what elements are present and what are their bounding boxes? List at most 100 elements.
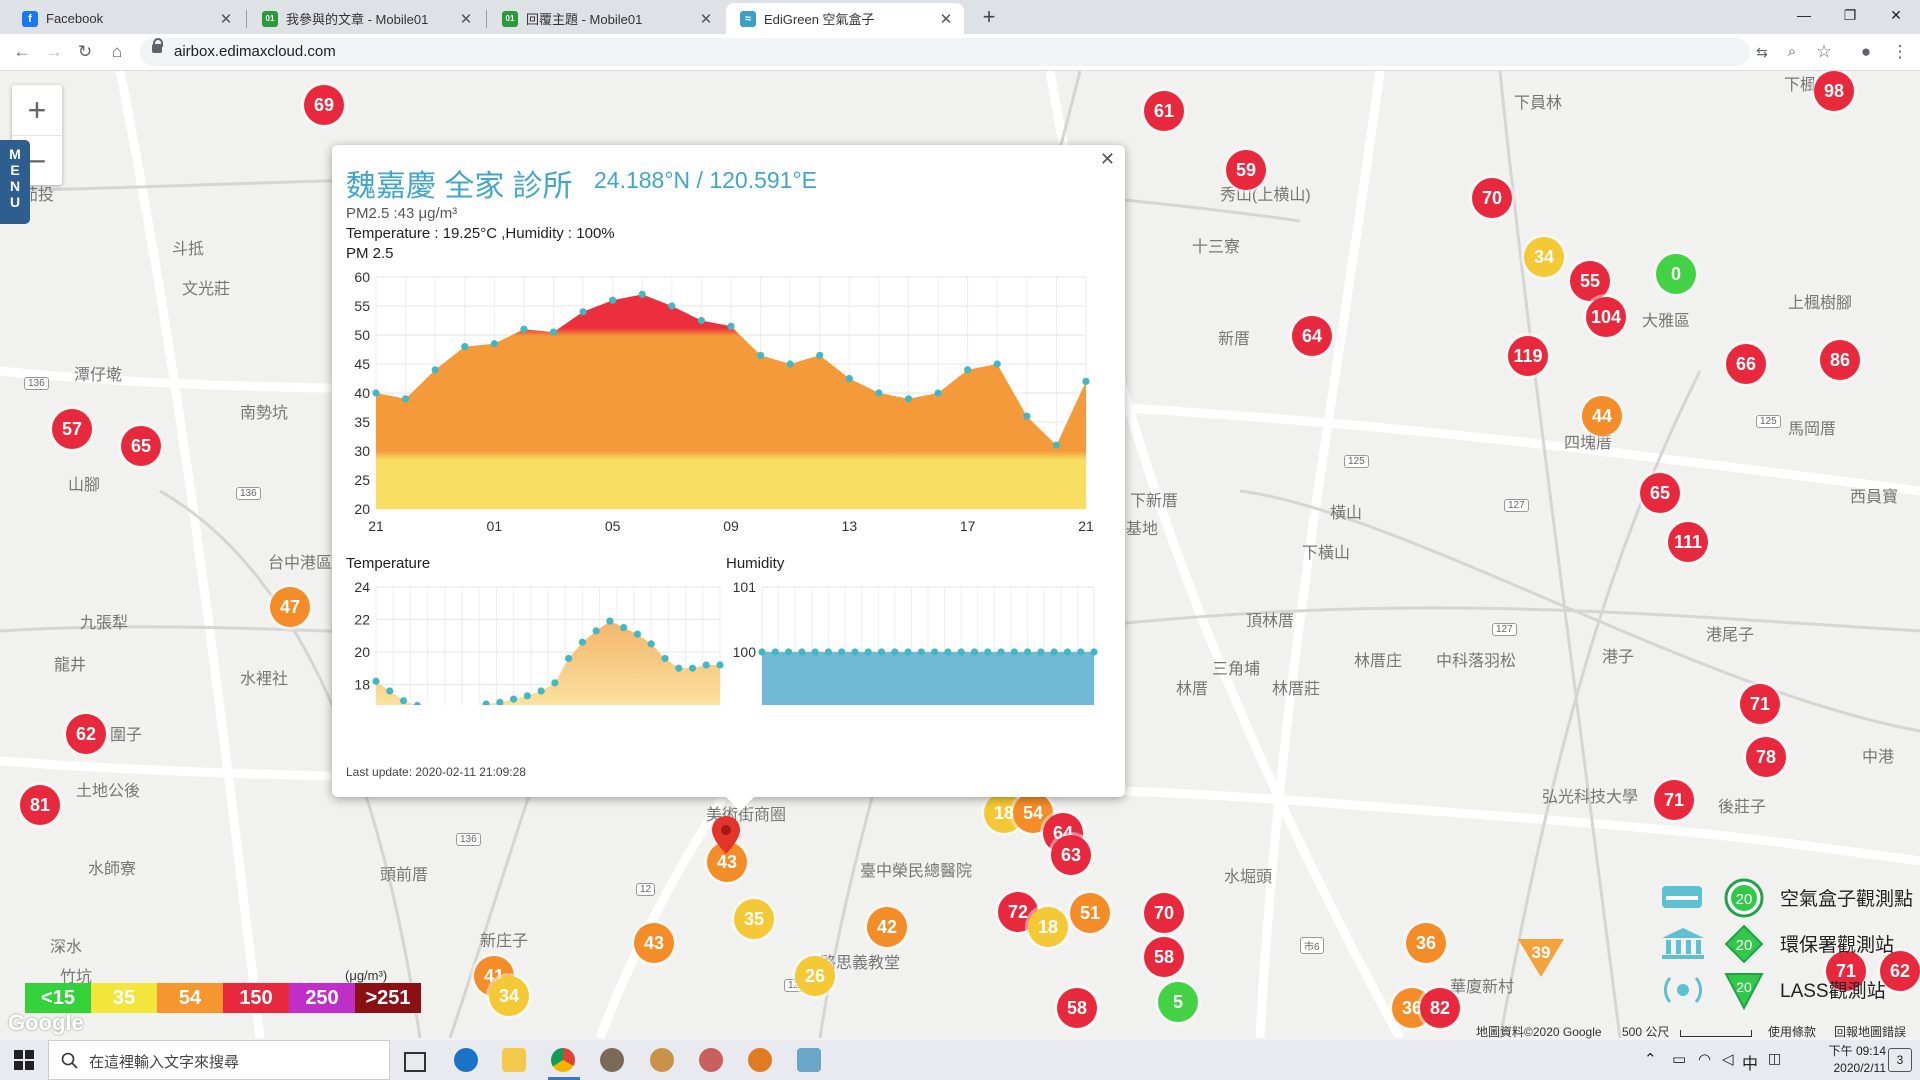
- menu-dots-icon[interactable]: ⋮: [1891, 42, 1909, 61]
- tray-chevron-icon[interactable]: ⌃: [1644, 1051, 1657, 1068]
- tab-facebook[interactable]: f Facebook ✕: [8, 3, 244, 34]
- new-tab-button[interactable]: +: [982, 4, 996, 29]
- air-marker[interactable]: 59: [1226, 150, 1266, 190]
- air-marker[interactable]: 66: [1726, 344, 1766, 384]
- tab-edigreen[interactable]: ≈ EdiGreen 空氣盒子 ✕: [726, 3, 964, 34]
- air-marker[interactable]: 119: [1508, 336, 1548, 376]
- air-marker[interactable]: 82: [1420, 988, 1460, 1028]
- air-marker[interactable]: 71: [1654, 780, 1694, 820]
- air-marker[interactable]: 70: [1144, 893, 1184, 933]
- app-icon[interactable]: [650, 1048, 674, 1072]
- air-marker[interactable]: 69: [304, 85, 344, 125]
- app-icon[interactable]: [600, 1048, 624, 1072]
- air-marker[interactable]: 104: [1586, 297, 1626, 337]
- air-marker[interactable]: 34: [489, 976, 529, 1016]
- air-marker[interactable]: 35: [734, 899, 774, 939]
- wifi-icon[interactable]: ◠: [1698, 1051, 1712, 1068]
- app-icon[interactable]: [699, 1048, 723, 1072]
- air-marker[interactable]: 62: [66, 714, 106, 754]
- air-marker[interactable]: 36: [1406, 923, 1446, 963]
- air-marker[interactable]: 65: [121, 426, 161, 466]
- map-scale: 500 公尺: [1622, 1025, 1670, 1039]
- tab-mobile01-reply[interactable]: 01 回覆主題 - Mobile01 ✕: [488, 3, 724, 34]
- air-marker[interactable]: 42: [867, 907, 907, 947]
- reload-icon[interactable]: ↻: [77, 42, 93, 61]
- air-marker[interactable]: 65: [1640, 473, 1680, 513]
- close-icon[interactable]: ✕: [219, 10, 233, 28]
- data-point: [549, 328, 558, 336]
- air-marker[interactable]: 63: [1051, 835, 1091, 875]
- ime-indicator[interactable]: 中: [1742, 1056, 1759, 1073]
- air-marker[interactable]: 62: [1880, 951, 1920, 991]
- air-marker[interactable]: 71: [1740, 684, 1780, 724]
- air-marker[interactable]: 58: [1144, 937, 1184, 977]
- air-marker[interactable]: 47: [270, 587, 310, 627]
- report-error-link[interactable]: 回報地圖錯誤: [1834, 1025, 1907, 1039]
- air-marker[interactable]: 5: [1158, 982, 1198, 1022]
- close-icon[interactable]: ✕: [1099, 149, 1115, 169]
- clock[interactable]: 下午 09:14 2020/2/11: [1828, 1044, 1886, 1075]
- data-point: [401, 395, 410, 403]
- air-marker[interactable]: 18: [1028, 907, 1068, 947]
- zoom-icon[interactable]: ⌕: [1787, 43, 1797, 60]
- air-marker[interactable]: 44: [1582, 396, 1622, 436]
- lass-station-legend[interactable]: 20 LASS觀測站: [1660, 970, 1920, 1010]
- zoom-in-button[interactable]: +: [27, 92, 47, 128]
- air-marker[interactable]: 78: [1746, 737, 1786, 777]
- air-marker[interactable]: 81: [20, 785, 60, 825]
- edge-icon[interactable]: [454, 1048, 478, 1072]
- chrome-icon[interactable]: [551, 1048, 575, 1072]
- profile-icon[interactable]: ●: [1860, 42, 1872, 61]
- data-point: [1023, 412, 1031, 420]
- back-arrow-icon[interactable]: ←: [13, 42, 31, 61]
- home-icon[interactable]: ⌂: [111, 42, 123, 61]
- forward-arrow-icon[interactable]: →: [45, 42, 63, 61]
- address-bar[interactable]: airbox.edimaxcloud.com: [140, 38, 1750, 66]
- minimize-button[interactable]: —: [1797, 7, 1811, 23]
- air-marker[interactable]: 43: [634, 923, 674, 963]
- air-marker[interactable]: 57: [52, 409, 92, 449]
- air-marker[interactable]: 58: [1057, 988, 1097, 1028]
- air-marker[interactable]: 70: [1472, 178, 1512, 218]
- air-marker[interactable]: 64: [1292, 316, 1332, 356]
- speaker-icon[interactable]: ◁: [1722, 1051, 1734, 1068]
- battery-icon[interactable]: ▭: [1672, 1051, 1687, 1068]
- translate-icon[interactable]: ⇆: [1756, 44, 1768, 60]
- blender-icon[interactable]: [748, 1048, 772, 1072]
- close-icon[interactable]: ✕: [459, 10, 473, 28]
- taskbar-search-input[interactable]: 在這裡輸入文字來搜尋: [48, 1040, 390, 1080]
- air-marker[interactable]: 61: [1144, 91, 1184, 131]
- air-marker[interactable]: 51: [1070, 893, 1110, 933]
- input-mode-icon[interactable]: ◫: [1768, 1050, 1782, 1066]
- window-close-button[interactable]: ✕: [1890, 7, 1902, 23]
- close-icon[interactable]: ✕: [699, 10, 713, 28]
- location-pin-icon[interactable]: [711, 815, 741, 855]
- app-icon[interactable]: [797, 1048, 821, 1072]
- air-marker[interactable]: 54: [1013, 793, 1053, 833]
- air-marker[interactable]: 86: [1820, 340, 1860, 380]
- terms-link[interactable]: 使用條款: [1768, 1025, 1817, 1039]
- file-explorer-icon[interactable]: [502, 1048, 526, 1072]
- air-marker[interactable]: 26: [795, 956, 835, 996]
- task-view-icon[interactable]: [404, 1052, 426, 1072]
- restore-button[interactable]: ❐: [1843, 7, 1857, 23]
- airbox-station-legend[interactable]: 20 空氣盒子觀測點: [1660, 878, 1920, 918]
- air-marker[interactable]: 55: [1570, 261, 1610, 301]
- air-marker[interactable]: 98: [1814, 71, 1854, 111]
- data-point: [606, 617, 614, 625]
- notification-icon[interactable]: 3: [1888, 1048, 1912, 1072]
- tab-mobile01-articles[interactable]: 01 我參與的文章 - Mobile01 ✕: [248, 3, 484, 34]
- triangle-station-marker[interactable]: 39: [1516, 937, 1566, 981]
- close-icon[interactable]: ✕: [939, 10, 953, 28]
- data-point: [633, 630, 642, 638]
- star-icon[interactable]: ☆: [1816, 42, 1832, 61]
- data-point: [845, 374, 853, 383]
- air-marker[interactable]: 0: [1656, 254, 1696, 294]
- windows-start-icon[interactable]: [14, 1050, 34, 1070]
- epa-station-legend[interactable]: 20 環保署觀測站: [1660, 924, 1920, 964]
- air-marker[interactable]: 34: [1524, 237, 1564, 277]
- air-marker[interactable]: 111: [1668, 522, 1708, 562]
- air-marker[interactable]: 71: [1826, 951, 1866, 991]
- menu-tab[interactable]: MENU: [0, 140, 30, 224]
- zoom-out-button[interactable]: −: [12, 135, 62, 186]
